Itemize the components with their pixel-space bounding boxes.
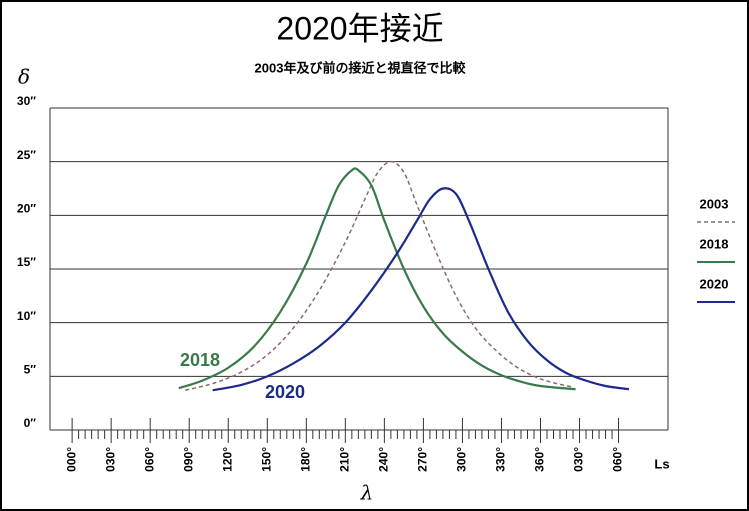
x-tick-label: 180° [298, 447, 312, 472]
x-tick-label: 060° [611, 447, 625, 472]
y-tick-label: 0″ [24, 416, 37, 430]
chart-subtitle: 2003年及び前の接近と視直径で比較 [255, 60, 467, 75]
y-tick-label: 25″ [17, 148, 36, 162]
chart-title: 2020年接近 [276, 10, 443, 46]
x-tick-label: 090° [181, 447, 195, 472]
series-line [178, 167, 576, 391]
series-annotation: 2018 [180, 350, 220, 370]
x-tick-label: 150° [259, 447, 273, 472]
y-tick-label: 20″ [17, 202, 36, 216]
y-tick-label: 5″ [24, 363, 37, 377]
x-tick-label: 060° [142, 447, 156, 472]
x-axis-unit: Ls [654, 456, 669, 471]
legend-label: 2020 [700, 276, 729, 291]
y-axis-label: δ [18, 65, 30, 89]
y-tick-label: 30″ [17, 94, 36, 108]
x-tick-label: 270° [416, 447, 430, 472]
series-line [185, 160, 574, 392]
x-tick-label: 030° [103, 447, 117, 472]
y-tick-label: 15″ [17, 255, 36, 269]
x-tick-label: 360° [533, 447, 547, 472]
series-annotation: 2020 [265, 382, 305, 402]
x-tick-label: 330° [494, 447, 508, 472]
x-tick-label: 000° [64, 447, 78, 472]
x-tick-label: 300° [455, 447, 469, 472]
legend-label: 2018 [700, 236, 729, 251]
x-axis-label: λ [360, 481, 374, 505]
x-tick-label: 240° [377, 447, 391, 472]
x-tick-label: 120° [220, 447, 234, 472]
y-tick-label: 10″ [17, 309, 36, 323]
legend-label: 2003 [700, 196, 729, 211]
x-tick-label: 030° [572, 447, 586, 472]
series-line [212, 187, 630, 392]
x-tick-label: 210° [338, 447, 352, 472]
